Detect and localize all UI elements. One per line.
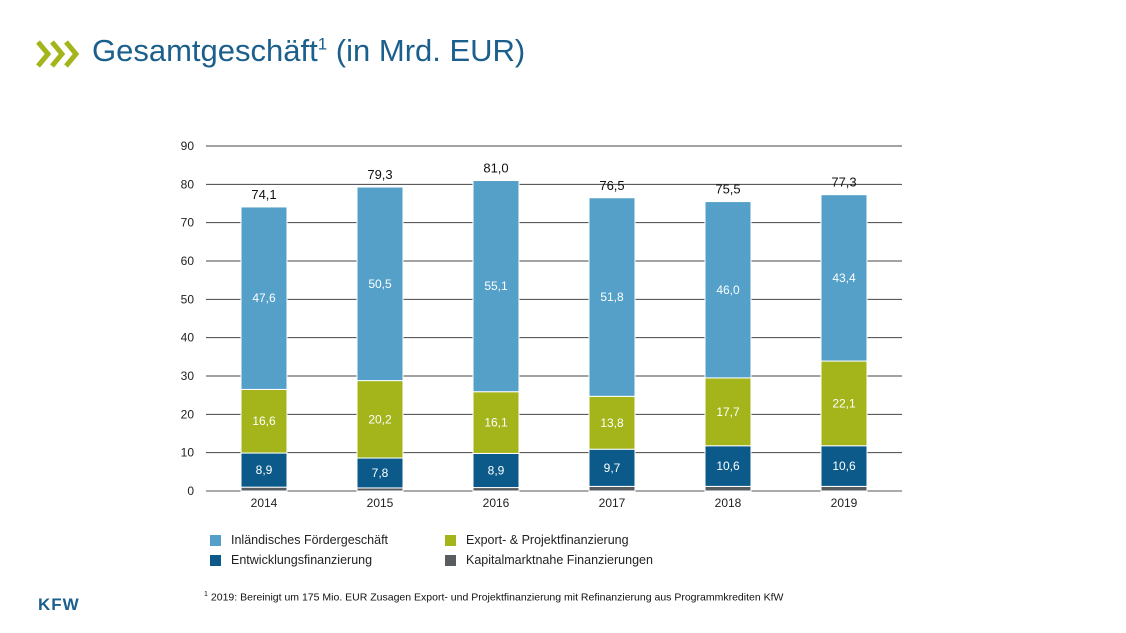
kfw-logo: KFW <box>38 595 80 614</box>
legend-item-export-projektfinanzierung: Export- & Projektfinanzierung <box>445 533 629 547</box>
footnote-text: 2019: Bereinigt um 175 Mio. EUR Zusagen … <box>210 591 784 604</box>
bar-segment <box>704 377 752 447</box>
bar-value-label: 55,1 <box>484 279 508 293</box>
x-tick-label: 2014 <box>251 496 278 510</box>
bar-segment <box>240 206 288 390</box>
bar-value-label: 16,6 <box>252 414 276 428</box>
legend-swatch <box>445 554 456 566</box>
bar-segment <box>240 452 288 488</box>
chevron-arrows-icon <box>36 40 80 68</box>
legend-label: Export- & Projektfinanzierung <box>466 533 629 547</box>
bar-segment <box>588 197 636 397</box>
bar-value-label: 50,5 <box>368 277 392 291</box>
bar-segment <box>704 445 752 487</box>
bar-value-label: 22,1 <box>832 396 856 410</box>
bar-value-label: 7,8 <box>372 466 389 480</box>
bar-total-label: 76,5 <box>599 178 624 193</box>
bar-value-label: 9,7 <box>604 461 621 475</box>
bar-value-label: 51,8 <box>600 290 624 304</box>
bar-value-label: 8,9 <box>256 463 273 477</box>
y-tick-label: 80 <box>181 177 195 191</box>
bar-value-label: 43,4 <box>832 271 856 285</box>
y-tick-label: 50 <box>181 292 195 306</box>
y-tick-label: 20 <box>181 407 195 421</box>
legend-item-kapitalmarktnahe-finanzierungen: Kapitalmarktnahe Finanzierungen <box>445 553 653 567</box>
legend-label: Kapitalmarktnahe Finanzierungen <box>466 553 653 567</box>
x-tick-label: 2017 <box>599 496 626 510</box>
bar-value-label: 47,6 <box>252 291 276 305</box>
y-tick-label: 30 <box>181 369 195 383</box>
bar-segment <box>820 445 868 487</box>
y-tick-label: 60 <box>181 254 195 268</box>
bar-segment <box>240 486 288 492</box>
bar-value-label: 46,0 <box>716 283 740 297</box>
y-tick-label: 90 <box>181 139 195 153</box>
bar-total-label: 74,1 <box>251 187 276 202</box>
legend-item-entwicklungsfinanzierung: Entwicklungsfinanzierung <box>210 553 372 567</box>
legend-item-inlaendisches-foerdergeschaeft: Inländisches Fördergeschäft <box>210 533 388 547</box>
legend-label: Entwicklungsfinanzierung <box>231 553 373 567</box>
bar-segment <box>472 180 520 393</box>
legend-swatch <box>210 554 221 566</box>
y-tick-label: 0 <box>187 484 194 498</box>
bar-segment <box>472 487 520 492</box>
bar-total-label: 79,3 <box>367 167 392 182</box>
bar-segment <box>820 194 868 362</box>
title-footnote-marker: 1 <box>317 34 328 54</box>
bar-value-label: 8,9 <box>488 463 505 477</box>
x-tick-label: 2018 <box>715 496 742 510</box>
legend-label: Inländisches Fördergeschäft <box>231 533 389 547</box>
bar-segment <box>588 448 636 487</box>
bar-segment <box>704 485 752 492</box>
footnote-marker: 1 <box>204 591 208 598</box>
bar-segment <box>240 388 288 454</box>
bar-segment <box>472 452 520 489</box>
legend-swatch <box>210 534 221 546</box>
x-tick-label: 2019 <box>831 496 858 510</box>
bar-value-label: 17,7 <box>716 405 740 419</box>
bar-segment <box>820 360 868 447</box>
y-tick-label: 70 <box>181 216 195 230</box>
bar-value-label: 13,8 <box>600 416 624 430</box>
page-title: Gesamtgeschäft1 (in Mrd. EUR) <box>92 33 525 69</box>
bar-segment <box>356 380 404 459</box>
x-tick-label: 2015 <box>367 496 394 510</box>
bar-segment <box>704 201 752 379</box>
bar-segment <box>820 485 868 492</box>
footnote: 1 2019: Bereinigt um 175 Mio. EUR Zusagen… <box>204 591 783 604</box>
y-tick-label: 40 <box>181 331 195 345</box>
y-tick-label: 10 <box>181 446 195 460</box>
bar-value-label: 10,6 <box>716 459 740 473</box>
bar-segment <box>356 186 404 382</box>
bar-total-label: 81,0 <box>483 161 508 176</box>
bar-segment <box>588 395 636 450</box>
bar-segment <box>588 485 636 492</box>
bar-segment <box>472 391 520 454</box>
bar-value-label: 16,1 <box>484 416 508 430</box>
title-suffix: (in Mrd. EUR) <box>327 33 526 68</box>
bar-total-label: 75,5 <box>715 182 740 197</box>
bar-value-label: 10,6 <box>832 459 856 473</box>
legend-swatch <box>445 534 456 546</box>
bar-total-label: 77,3 <box>831 175 856 190</box>
title-text: Gesamtgeschäft <box>92 33 318 68</box>
bar-value-label: 20,2 <box>368 412 392 426</box>
x-tick-label: 2016 <box>483 496 510 510</box>
